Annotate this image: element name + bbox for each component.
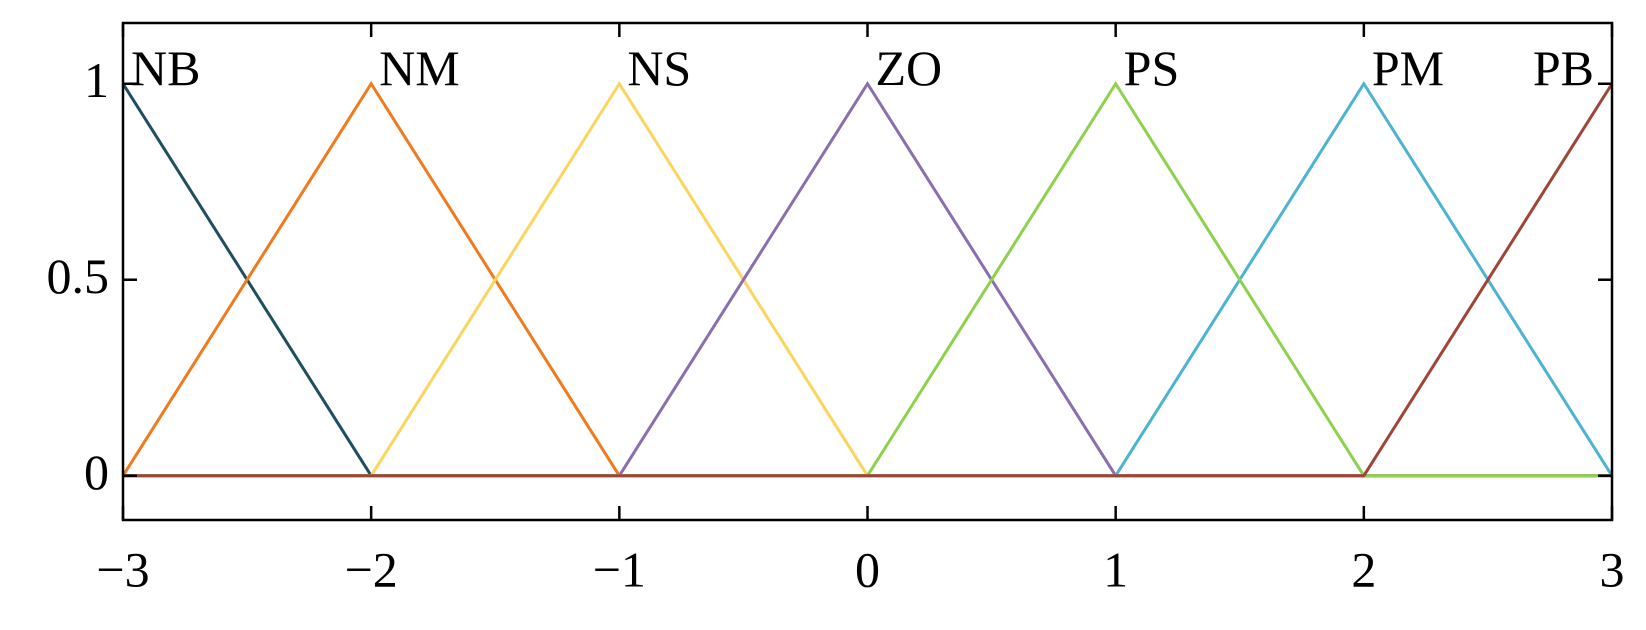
x-tick-label: 0 — [855, 541, 880, 597]
mf-label: NM — [379, 40, 460, 96]
mf-line — [123, 80, 1612, 478]
mf-line — [123, 80, 1614, 478]
mf-label: NS — [627, 40, 691, 96]
mf-line — [123, 80, 1612, 478]
x-tick-label: −1 — [593, 541, 646, 597]
x-tick-label: −3 — [96, 541, 149, 597]
mf-line — [123, 82, 1614, 478]
mf-label: ZO — [876, 40, 943, 96]
x-tick-label: −2 — [345, 541, 398, 597]
mf-line — [121, 82, 1612, 478]
mf-label: PS — [1124, 40, 1180, 96]
plot-frame — [121, 21, 1614, 522]
x-tick-label: 2 — [1351, 541, 1376, 597]
y-tick-label: 1 — [84, 52, 109, 108]
x-tick-label: 3 — [1600, 541, 1625, 597]
mf-label: NB — [131, 40, 200, 96]
x-tick-label: 1 — [1103, 541, 1128, 597]
mf-label: PM — [1372, 40, 1444, 96]
mf-line — [121, 80, 1612, 478]
mf-label: PB — [1533, 40, 1594, 96]
mf-line — [123, 80, 1612, 478]
y-tick-label: 0 — [84, 444, 109, 500]
y-tick-label: 0.5 — [47, 248, 110, 304]
